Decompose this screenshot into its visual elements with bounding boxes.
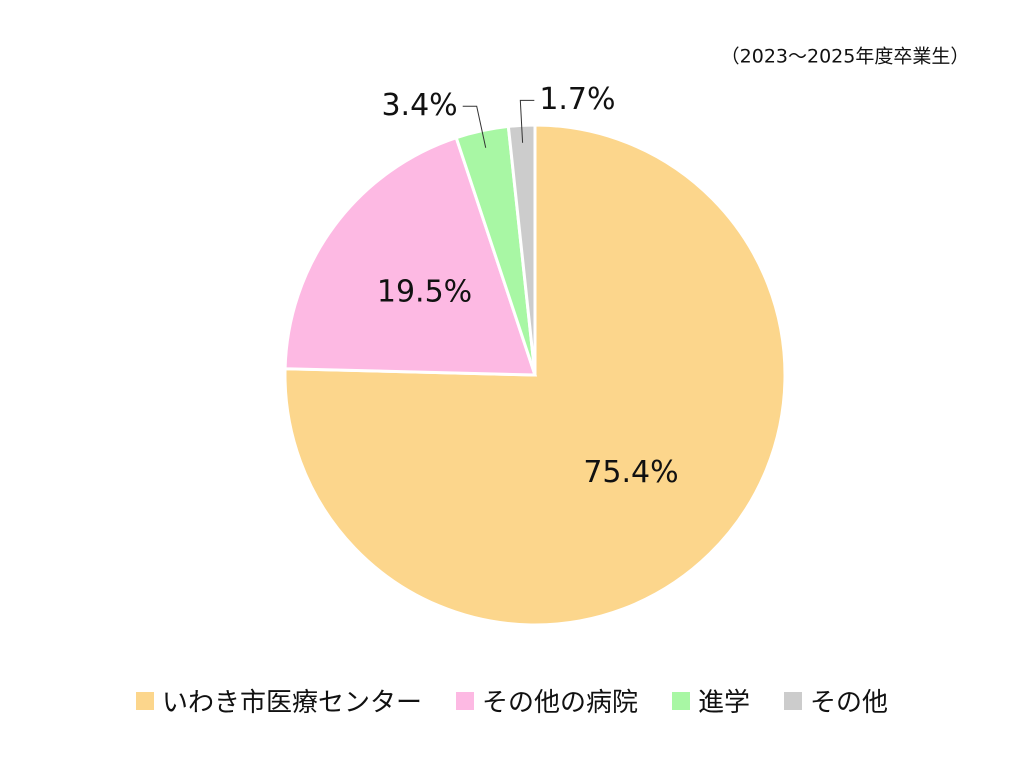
legend-swatch [455, 691, 474, 710]
legend-swatch [672, 691, 690, 710]
legend-item: いわき市医療センター [135, 682, 422, 719]
legend-swatch [784, 691, 803, 710]
data-label: 75.4% [583, 455, 678, 490]
legend-item: 進学 [672, 682, 750, 719]
pie-slice [283, 135, 538, 377]
legend-label: いわき市医療センター [161, 688, 422, 718]
legend-item: その他 [784, 682, 888, 719]
chart-subtitle: （2023～2025年度卒業生） [721, 46, 970, 68]
legend-label: その他の病院 [481, 688, 638, 718]
legend-item: その他の病院 [455, 682, 638, 719]
chart: （2023～2025年度卒業生） 75.4% 19.5% 3.4% 1.7% [283, 46, 970, 627]
data-label: 19.5% [377, 275, 472, 310]
legend-label: その他 [810, 688, 889, 718]
legend: いわき市医療センター その他の病院 進学 その他 [0, 682, 1024, 719]
leader-line [519, 99, 535, 143]
data-label: 1.7% [539, 82, 615, 117]
data-label: 3.4% [381, 88, 457, 123]
leader-line [462, 105, 487, 148]
legend-swatch [135, 691, 154, 710]
legend-label: 進学 [698, 688, 751, 718]
